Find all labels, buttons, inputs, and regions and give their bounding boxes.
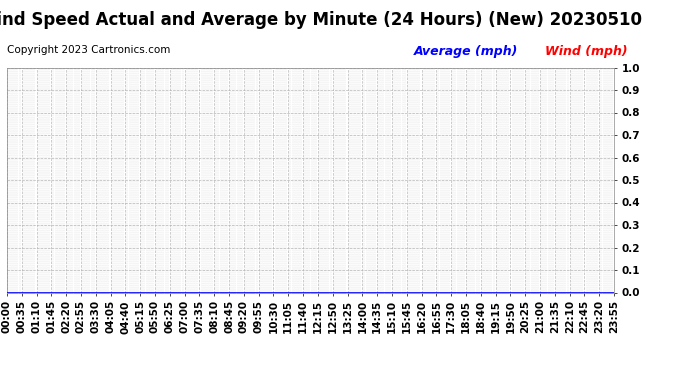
Text: Wind (mph): Wind (mph) (545, 45, 628, 58)
Text: Copyright 2023 Cartronics.com: Copyright 2023 Cartronics.com (7, 45, 170, 55)
Text: Average (mph): Average (mph) (414, 45, 518, 58)
Text: Wind Speed Actual and Average by Minute (24 Hours) (New) 20230510: Wind Speed Actual and Average by Minute … (0, 11, 642, 29)
